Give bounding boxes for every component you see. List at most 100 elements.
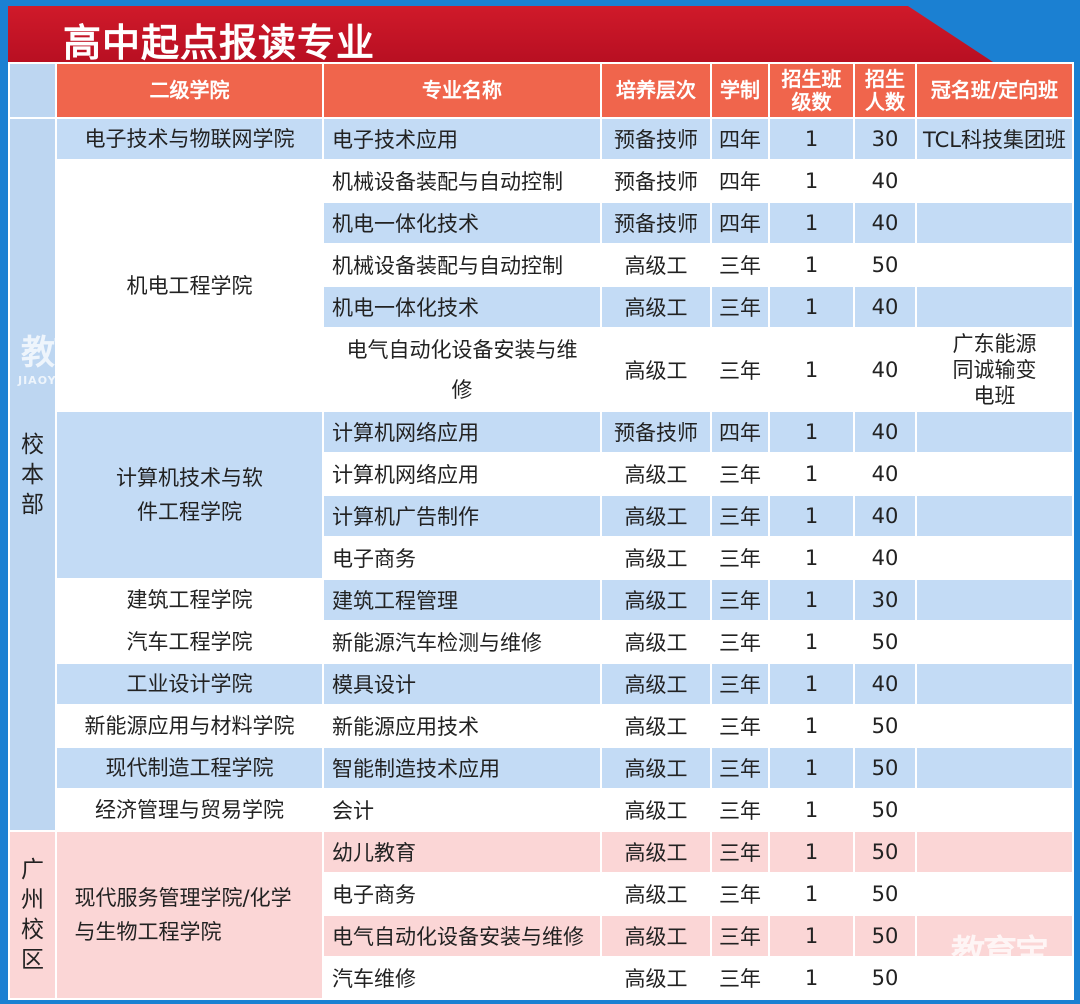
sponsor-class	[915, 704, 1074, 748]
major-name: 计算机网络应用	[322, 410, 602, 454]
duration: 四年	[710, 117, 770, 161]
training-level: 高级工	[600, 704, 712, 748]
enrollment-count: 40	[853, 494, 917, 538]
sponsor-class	[915, 578, 1074, 622]
class-count: 1	[768, 620, 855, 664]
page-title: 高中起点报读专业	[63, 21, 376, 65]
major-name: 智能制造技术应用	[322, 746, 602, 790]
table-row: 机电一体化技术 高级工 三年 1 40	[9, 285, 1074, 329]
class-count: 1	[768, 956, 855, 1000]
header-classes: 招生班级数	[768, 62, 855, 119]
duration: 三年	[710, 830, 770, 874]
sponsor-class	[915, 872, 1074, 916]
college-cell: 计算机技术与软件工程学院	[55, 410, 324, 580]
college-name: 机电工程学院	[126, 273, 253, 298]
college-name: 新能源应用与材料学院	[84, 714, 295, 738]
table-row: 机电工程学院 机械设备装配与自动控制 预备技师 四年 1 40	[9, 159, 1074, 412]
sponsor-class	[915, 788, 1074, 832]
sponsor-class	[915, 662, 1074, 706]
major-name: 机械设备装配与自动控制	[322, 159, 602, 203]
training-level: 高级工	[600, 620, 712, 664]
major-name: 计算机广告制作	[322, 494, 602, 538]
enrollment-count: 40	[853, 662, 917, 706]
sponsor-class	[915, 243, 1074, 287]
training-level: 高级工	[600, 327, 712, 412]
campus-header-blank	[8, 62, 57, 119]
enrollment-count: 30	[853, 578, 917, 622]
duration: 三年	[710, 620, 770, 664]
college-cell: 工业设计学院	[55, 662, 324, 706]
training-level: 高级工	[600, 494, 712, 538]
training-level: 高级工	[600, 536, 712, 580]
class-count: 1	[768, 452, 855, 496]
table-row: 工业设计学院 模具设计 高级工 三年 1 40	[9, 662, 1074, 706]
duration: 三年	[710, 327, 770, 412]
class-count: 1	[768, 788, 855, 832]
college-name: 电子技术与物联网学院	[84, 127, 295, 151]
table-row: 建筑工程学院 建筑工程管理 高级工 三年 1 30	[9, 578, 1074, 622]
training-level: 高级工	[600, 662, 712, 706]
header-enrollment: 招生人数	[853, 62, 917, 119]
duration: 三年	[710, 746, 770, 790]
table-row: 电气自动化设备安装与维修 高级工 三年 1 40 广东能源同诚输变电班	[9, 327, 1074, 412]
table-row: 计算机技术与软件工程学院 计算机网络应用 预备技师 四年 1 40	[9, 410, 1074, 580]
watermark-logo-2: 教育宝 JIAOYUBAO.CN	[948, 925, 1050, 987]
training-level: 预备技师	[600, 159, 712, 203]
major-name: 机电一体化技术	[322, 201, 602, 245]
enrollment-count: 50	[853, 788, 917, 832]
major-name: 电子技术应用	[322, 117, 602, 161]
header-sponsor: 冠名班/定向班	[915, 62, 1074, 119]
table-row: 汽车工程学院 新能源汽车检测与维修 高级工 三年 1 50	[9, 620, 1074, 664]
duration: 三年	[710, 704, 770, 748]
duration: 三年	[710, 285, 770, 329]
duration: 三年	[710, 788, 770, 832]
training-level: 预备技师	[600, 201, 712, 245]
sponsor-class	[915, 956, 1074, 1000]
major-name: 会计	[322, 788, 602, 832]
major-name: 机械设备装配与自动控制	[322, 243, 602, 287]
class-count: 1	[768, 494, 855, 538]
duration: 三年	[710, 494, 770, 538]
enrollment-count: 50	[853, 956, 917, 1000]
sponsor-class	[915, 159, 1074, 203]
duration: 三年	[710, 578, 770, 622]
college-name: 现代服务管理学院/化学与生物工程学院	[74, 886, 292, 944]
college-name: 建筑工程学院	[126, 588, 253, 612]
header-major: 专业名称	[322, 62, 602, 119]
enrollment-count: 50	[853, 872, 917, 916]
enrollment-count: 40	[853, 201, 917, 245]
college-cell: 现代服务管理学院/化学与生物工程学院	[55, 830, 324, 1000]
college-cell: 建筑工程学院	[55, 578, 324, 622]
sponsor-class	[915, 536, 1074, 580]
sponsor-class	[915, 285, 1074, 329]
table-row: 机械设备装配与自动控制 高级工 三年 1 50	[9, 243, 1074, 287]
duration: 三年	[710, 956, 770, 1000]
campus-cell: 校本部	[8, 117, 57, 832]
watermark-logo: 教育宝 JIAOYUBAO.CN	[18, 325, 120, 387]
duration: 三年	[710, 662, 770, 706]
class-count: 1	[768, 117, 855, 161]
duration: 四年	[710, 410, 770, 454]
header-enrollment-label: 招生人数	[865, 66, 905, 114]
duration: 三年	[710, 452, 770, 496]
college-cell: 经济管理与贸易学院	[55, 788, 324, 832]
college-name: 工业设计学院	[126, 672, 253, 696]
major-name: 电气自动化设备安装与维修	[322, 914, 602, 958]
sponsor-class	[915, 494, 1074, 538]
enrollment-count: 40	[853, 159, 917, 203]
training-level: 高级工	[600, 285, 712, 329]
major-name: 电子商务	[322, 872, 602, 916]
college-cell: 新能源应用与材料学院	[55, 704, 324, 748]
header-row: 二级学院 专业名称 培养层次 学制 招生班级数 招生人数 冠名班/定向班	[8, 62, 1074, 119]
enrollment-count: 50	[853, 746, 917, 790]
training-level: 高级工	[600, 956, 712, 1000]
college-cell: 电子技术与物联网学院	[55, 117, 324, 161]
major-name: 新能源汽车检测与维修	[322, 620, 602, 664]
class-count: 1	[768, 830, 855, 874]
enrollment-count: 30	[853, 117, 917, 161]
training-level: 高级工	[600, 578, 712, 622]
duration: 三年	[710, 243, 770, 287]
class-count: 1	[768, 243, 855, 287]
header-level: 培养层次	[600, 62, 712, 119]
table-row: 电子商务 高级工 三年 1 40	[9, 536, 1074, 580]
